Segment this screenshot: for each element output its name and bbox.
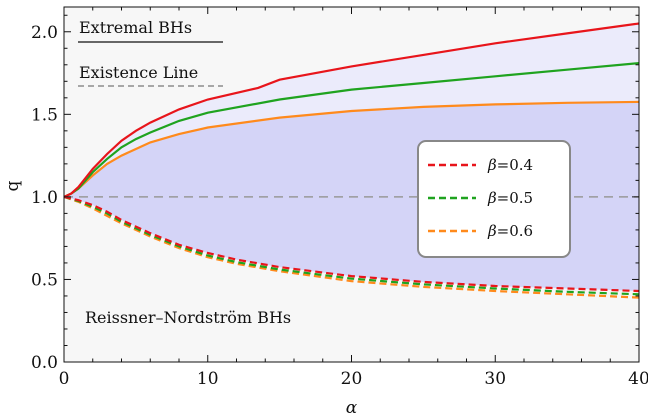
x-tick-label: 30 [484, 369, 506, 389]
legend-items: β=0.4 β=0.5 β=0.6 [428, 156, 533, 240]
x-axis-label: α [346, 398, 358, 416]
ticks-layer: 0 10 20 30 40 0.0 0.5 1.0 1.5 2.0 [31, 7, 648, 389]
legend-box [417, 140, 571, 258]
annotation-extremal: Extremal BHs [78, 18, 223, 43]
series-layer [64, 22, 639, 299]
series-upper-beta-0-5 [64, 62, 639, 198]
series-lower-beta-0-6 [64, 195, 639, 299]
x-tick-label: 0 [59, 369, 70, 389]
x-tick-label: 10 [197, 369, 219, 389]
legend-label-beta-0-6: β=0.6 [487, 222, 533, 240]
legend-label-beta-0-4: β=0.4 [487, 156, 533, 174]
y-tick-label: 2.0 [31, 23, 58, 43]
y-tick-label: 0.5 [31, 270, 58, 290]
series-lower-beta-0-4 [64, 195, 639, 293]
y-tick-label: 1.0 [31, 188, 58, 208]
y-tick-label: 1.5 [31, 105, 58, 125]
annotation-extremal-text: Extremal BHs [79, 18, 192, 37]
legend: β=0.4 β=0.5 β=0.6 [417, 140, 571, 258]
annotation-rn: Reissner–Nordström BHs [85, 308, 291, 327]
x-tick-label: 40 [628, 369, 648, 389]
legend-label-beta-0-5: β=0.5 [487, 189, 533, 207]
y-tick-label: 0.0 [31, 353, 58, 373]
annotation-existence-text: Existence Line [79, 63, 198, 82]
series-lower-beta-0-5 [64, 195, 639, 296]
x-tick-label: 20 [341, 369, 363, 389]
y-axis-label: q [3, 180, 23, 191]
series-upper-beta-0-4 [64, 22, 639, 198]
annotation-existence: Existence Line [78, 63, 223, 87]
